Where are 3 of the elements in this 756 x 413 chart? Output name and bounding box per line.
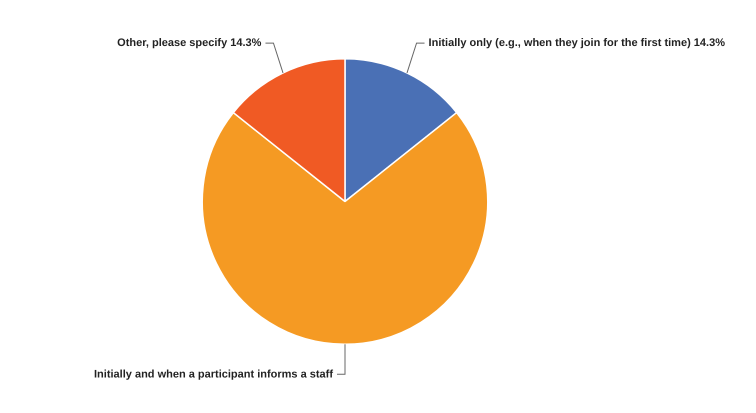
slice-label: Initially only (e.g., when they join for the first time) 14.3%	[428, 37, 726, 50]
slice-label: Other, please specify 14.3%	[117, 37, 262, 50]
slice-label: Initially and when a participant informs a staff	[94, 368, 334, 380]
